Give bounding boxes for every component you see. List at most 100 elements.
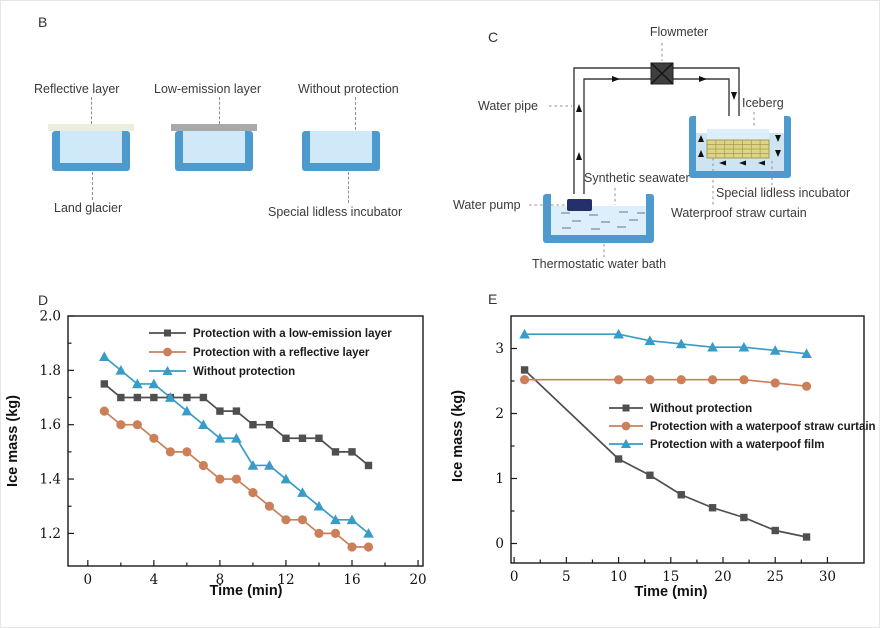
data-point [148,378,160,389]
incubator-reflective [48,124,134,171]
data-point [613,328,624,339]
low-emission-layer-strip [171,124,257,131]
data-point [677,491,685,499]
flowmeter-icon [650,62,674,85]
data-point [150,393,158,402]
data-point [330,514,341,525]
legend-marker [622,404,630,412]
thermostatic-water-bath [543,194,654,243]
data-point [247,460,259,470]
label-flowmeter: Flowmeter [649,25,709,39]
x-tick-label: 0 [510,569,519,585]
x-tick-label: 30 [819,569,836,585]
series-0 [100,380,373,470]
y-tick-label: 3 [495,341,504,357]
data-point [519,375,530,385]
panel-c-tag: C [488,29,499,45]
legend-label: Without protection [193,366,295,378]
data-point [707,341,718,352]
x-tick-label: 15 [662,569,679,585]
seawater-dashes [561,211,645,230]
label-low-emission-layer: Low-emission layer [154,82,261,96]
data-point [738,341,750,352]
data-point [297,487,308,497]
series-line [103,383,370,467]
series-2 [98,351,374,538]
y-tick-label: 1.6 [40,417,61,433]
legend: Protection with a low-emission layer Prot… [149,328,392,378]
data-point [280,473,292,484]
label-water-pipe: Water pipe [478,99,538,113]
incubator-unprotected [302,131,380,171]
data-point [801,381,812,391]
chart-ice-mass-vs-time-d: 0 4 8 12 16 20 1.2 1.4 1.6 1.8 2.0 Protection with … [5,309,427,600]
y-tick-label: 2 [495,406,504,422]
data-point [117,393,125,402]
data-point [613,375,624,385]
data-point [282,434,290,442]
label-reflective-layer: Reflective layer [34,82,120,96]
data-point [708,504,717,512]
y-tick-label: 1 [495,471,504,487]
legend: Without protection Protection with a wate… [609,403,876,451]
label-land-glacier: Land glacier [54,201,123,215]
series-line [103,356,370,535]
legend-marker [163,347,172,357]
label-without-protection: Without protection [298,82,399,96]
legend-label: Protection with a reflective layer [193,347,370,359]
x-tick-label: 20 [714,569,731,585]
data-point [675,338,687,349]
data-point [313,500,325,511]
data-point [116,420,126,430]
data-point [132,378,143,389]
data-point [363,542,374,552]
series-line [524,378,807,388]
flow-arrows [576,76,737,160]
x-tick-label: 16 [343,572,360,588]
data-point [198,419,209,429]
leader-land-glacier [92,172,93,200]
apparatus-diagram [529,43,791,257]
data-point [740,513,748,522]
data-point [346,514,358,525]
data-point [519,328,530,339]
data-point [330,528,341,538]
x-tick-label: 0 [84,572,93,588]
data-point [231,432,242,443]
tick-labels: 0 4 8 12 16 20 1.2 1.4 1.6 1.8 2.0 [40,309,427,589]
glacier-water [60,131,122,163]
water-pump-icon [567,199,592,211]
data-point [264,501,275,511]
data-point [314,528,324,538]
legend-marker [620,438,632,449]
leader-without-protection [355,97,356,130]
data-point [264,460,275,470]
label-iceberg: Iceberg [742,96,784,110]
data-point [215,474,225,484]
label-water-pump: Water pump [453,198,521,212]
reflective-layer-strip [48,124,134,131]
data-point [199,393,208,402]
incubator-low-emission [171,124,257,171]
straw-curtain-icon [706,139,770,159]
data-point [216,407,224,415]
y-tick-label: 1.8 [40,363,61,379]
data-point [644,335,656,345]
x-tick-label: 12 [277,572,294,588]
y-tick-label: 1.2 [40,526,61,542]
series-line [523,369,807,538]
x-tick-label: 4 [150,572,159,588]
data-point [115,365,127,375]
x-tick-label: 5 [562,569,571,585]
panel-d-tag: D [38,292,49,308]
panel-e-tag: E [488,291,498,307]
x-tick-label: 8 [216,572,225,588]
panel-b-tag: B [38,14,48,30]
x-axis-label: Time (min) [209,583,282,599]
data-point [249,420,257,429]
data-point [646,471,654,479]
circulation-arrows [698,135,781,166]
chart-ice-mass-vs-time-e: 0 5 10 15 20 25 30 0 1 2 3 Without protection Protec… [450,315,876,600]
label-waterproof-straw-curtain: Waterproof straw curtain [671,206,807,220]
data-point [707,375,718,385]
